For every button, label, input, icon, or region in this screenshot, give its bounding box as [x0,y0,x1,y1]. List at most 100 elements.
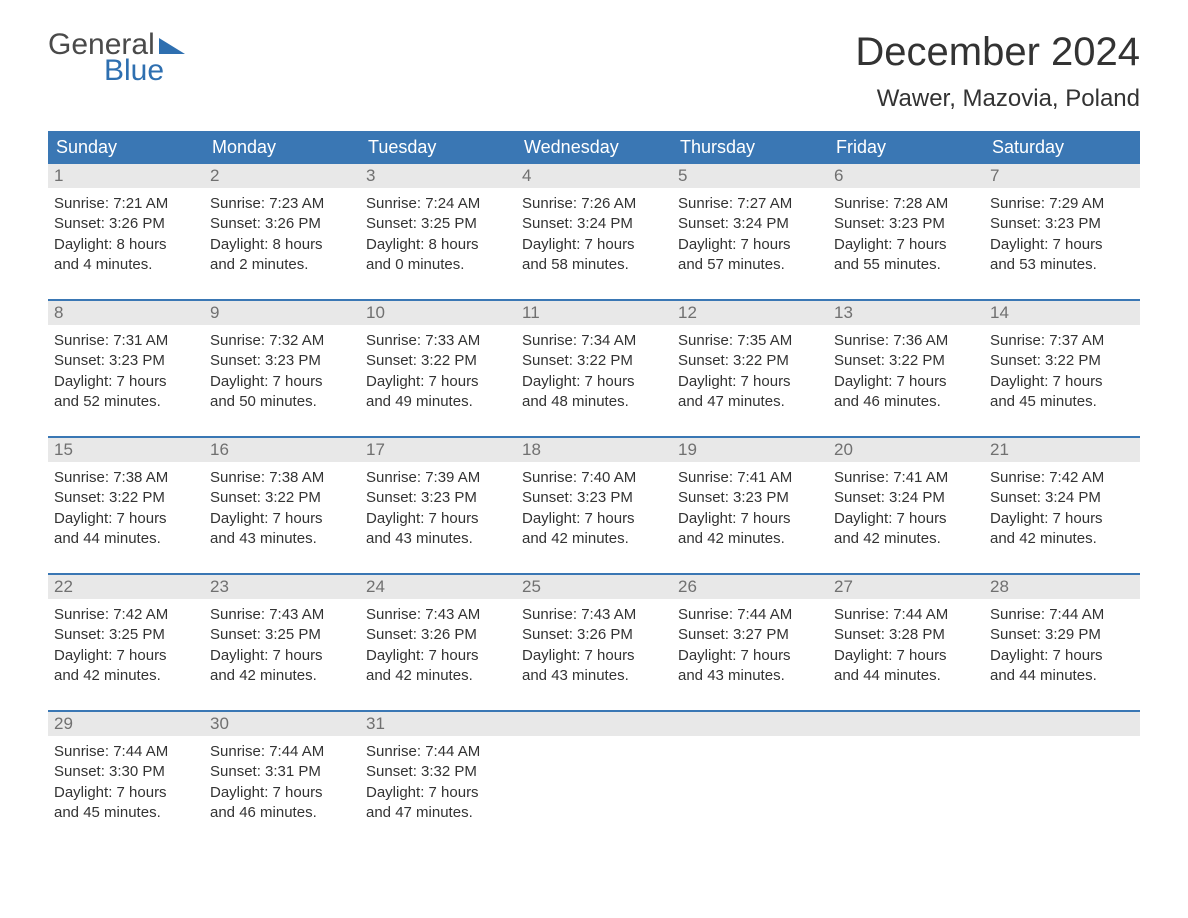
sunset-line: Sunset: 3:22 PM [522,351,666,371]
day-cell: 16Sunrise: 7:38 AMSunset: 3:22 PMDayligh… [204,438,360,565]
daylight-line-2: and 42 minutes. [522,529,666,549]
daylight-line-1: Daylight: 7 hours [366,372,510,392]
page-title: December 2024 [855,30,1140,75]
daylight-line-1: Daylight: 7 hours [366,783,510,803]
day-header-cell: Friday [828,131,984,164]
sunset-line: Sunset: 3:24 PM [990,488,1134,508]
day-cell: 7Sunrise: 7:29 AMSunset: 3:23 PMDaylight… [984,164,1140,291]
daylight-line-2: and 4 minutes. [54,255,198,275]
day-body: Sunrise: 7:44 AMSunset: 3:32 PMDaylight:… [360,736,516,823]
day-cell: 27Sunrise: 7:44 AMSunset: 3:28 PMDayligh… [828,575,984,702]
day-body: Sunrise: 7:44 AMSunset: 3:28 PMDaylight:… [828,599,984,686]
sunrise-line: Sunrise: 7:41 AM [678,468,822,488]
day-number: 30 [204,712,360,736]
day-header-row: SundayMondayTuesdayWednesdayThursdayFrid… [48,131,1140,164]
sunrise-line: Sunrise: 7:44 AM [54,742,198,762]
sunset-line: Sunset: 3:24 PM [678,214,822,234]
sunset-line: Sunset: 3:24 PM [834,488,978,508]
day-number: 3 [360,164,516,188]
daylight-line-2: and 46 minutes. [834,392,978,412]
sunset-line: Sunset: 3:30 PM [54,762,198,782]
sunrise-line: Sunrise: 7:43 AM [366,605,510,625]
day-cell: 21Sunrise: 7:42 AMSunset: 3:24 PMDayligh… [984,438,1140,565]
daylight-line-1: Daylight: 7 hours [522,509,666,529]
day-header-cell: Saturday [984,131,1140,164]
week-row: 15Sunrise: 7:38 AMSunset: 3:22 PMDayligh… [48,436,1140,565]
day-cell: 4Sunrise: 7:26 AMSunset: 3:24 PMDaylight… [516,164,672,291]
day-body: Sunrise: 7:21 AMSunset: 3:26 PMDaylight:… [48,188,204,275]
sunset-line: Sunset: 3:29 PM [990,625,1134,645]
day-number: 29 [48,712,204,736]
day-body: Sunrise: 7:44 AMSunset: 3:30 PMDaylight:… [48,736,204,823]
sunrise-line: Sunrise: 7:41 AM [834,468,978,488]
day-number: 24 [360,575,516,599]
day-cell: 19Sunrise: 7:41 AMSunset: 3:23 PMDayligh… [672,438,828,565]
day-number: 27 [828,575,984,599]
day-cell: 20Sunrise: 7:41 AMSunset: 3:24 PMDayligh… [828,438,984,565]
day-number: 26 [672,575,828,599]
daylight-line-1: Daylight: 7 hours [210,646,354,666]
daylight-line-1: Daylight: 7 hours [366,646,510,666]
sunrise-line: Sunrise: 7:29 AM [990,194,1134,214]
daylight-line-1: Daylight: 7 hours [210,372,354,392]
daylight-line-1: Daylight: 7 hours [990,509,1134,529]
daylight-line-2: and 50 minutes. [210,392,354,412]
day-number: 20 [828,438,984,462]
sunrise-line: Sunrise: 7:28 AM [834,194,978,214]
daylight-line-1: Daylight: 7 hours [54,783,198,803]
daylight-line-2: and 52 minutes. [54,392,198,412]
sunrise-line: Sunrise: 7:44 AM [366,742,510,762]
daylight-line-1: Daylight: 7 hours [678,646,822,666]
day-number: 4 [516,164,672,188]
sunrise-line: Sunrise: 7:44 AM [834,605,978,625]
day-body: Sunrise: 7:32 AMSunset: 3:23 PMDaylight:… [204,325,360,412]
day-number: 12 [672,301,828,325]
day-body: Sunrise: 7:29 AMSunset: 3:23 PMDaylight:… [984,188,1140,275]
daylight-line-1: Daylight: 7 hours [834,235,978,255]
sunset-line: Sunset: 3:22 PM [834,351,978,371]
day-number: 25 [516,575,672,599]
day-number: 2 [204,164,360,188]
sunset-line: Sunset: 3:22 PM [366,351,510,371]
sunrise-line: Sunrise: 7:32 AM [210,331,354,351]
sunset-line: Sunset: 3:25 PM [366,214,510,234]
daylight-line-1: Daylight: 7 hours [834,372,978,392]
sunset-line: Sunset: 3:25 PM [210,625,354,645]
day-number: 23 [204,575,360,599]
sunrise-line: Sunrise: 7:31 AM [54,331,198,351]
sunrise-line: Sunrise: 7:44 AM [990,605,1134,625]
day-number: 13 [828,301,984,325]
day-header-cell: Sunday [48,131,204,164]
sunrise-line: Sunrise: 7:44 AM [678,605,822,625]
location: Wawer, Mazovia, Poland [855,85,1140,113]
daylight-line-2: and 46 minutes. [210,803,354,823]
daylight-line-2: and 57 minutes. [678,255,822,275]
day-cell: 22Sunrise: 7:42 AMSunset: 3:25 PMDayligh… [48,575,204,702]
day-cell: 15Sunrise: 7:38 AMSunset: 3:22 PMDayligh… [48,438,204,565]
day-body: Sunrise: 7:44 AMSunset: 3:29 PMDaylight:… [984,599,1140,686]
daylight-line-1: Daylight: 8 hours [366,235,510,255]
daylight-line-2: and 44 minutes. [990,666,1134,686]
sunset-line: Sunset: 3:23 PM [522,488,666,508]
day-body: Sunrise: 7:43 AMSunset: 3:26 PMDaylight:… [360,599,516,686]
day-body: Sunrise: 7:26 AMSunset: 3:24 PMDaylight:… [516,188,672,275]
day-cell: 8Sunrise: 7:31 AMSunset: 3:23 PMDaylight… [48,301,204,428]
daylight-line-2: and 42 minutes. [678,529,822,549]
day-number: 10 [360,301,516,325]
day-cell: . [828,712,984,839]
daylight-line-1: Daylight: 7 hours [210,783,354,803]
daylight-line-2: and 44 minutes. [834,666,978,686]
day-body: Sunrise: 7:31 AMSunset: 3:23 PMDaylight:… [48,325,204,412]
day-body: Sunrise: 7:40 AMSunset: 3:23 PMDaylight:… [516,462,672,549]
day-cell: 18Sunrise: 7:40 AMSunset: 3:23 PMDayligh… [516,438,672,565]
daylight-line-1: Daylight: 7 hours [54,509,198,529]
day-cell: 24Sunrise: 7:43 AMSunset: 3:26 PMDayligh… [360,575,516,702]
day-number: . [984,712,1140,736]
day-body: Sunrise: 7:38 AMSunset: 3:22 PMDaylight:… [48,462,204,549]
daylight-line-1: Daylight: 7 hours [678,235,822,255]
day-cell: 1Sunrise: 7:21 AMSunset: 3:26 PMDaylight… [48,164,204,291]
day-body: Sunrise: 7:24 AMSunset: 3:25 PMDaylight:… [360,188,516,275]
day-cell: . [672,712,828,839]
day-number: 21 [984,438,1140,462]
day-number: 28 [984,575,1140,599]
